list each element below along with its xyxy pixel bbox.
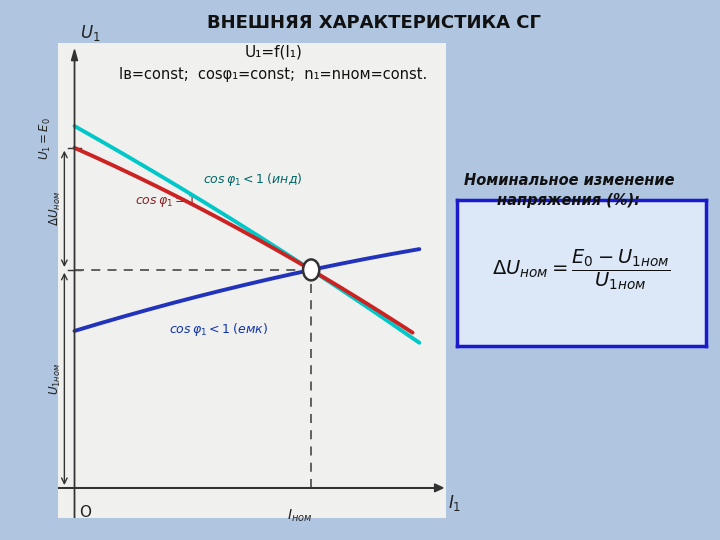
Text: $U_1$: $U_1$: [80, 23, 100, 43]
FancyArrow shape: [58, 484, 443, 492]
Text: $I_{ном}$: $I_{ном}$: [287, 508, 312, 524]
FancyArrow shape: [71, 50, 78, 518]
Text: $cos\,\varphi_1<1\;(емк)$: $cos\,\varphi_1<1\;(емк)$: [169, 321, 269, 339]
Text: ВНЕШНЯЯ ХАРАКТЕРИСТИКА СГ: ВНЕШНЯЯ ХАРАКТЕРИСТИКА СГ: [207, 14, 541, 31]
Text: Номинальное изменение
напряжения (%):: Номинальное изменение напряжения (%):: [464, 173, 674, 207]
Text: $cos\,\varphi_1<1\;(инд)$: $cos\,\varphi_1<1\;(инд)$: [203, 171, 302, 188]
Text: $I_1$: $I_1$: [448, 493, 462, 513]
Text: $\Delta U_{ном} = \dfrac{E_0 - U_{1ном}}{U_{1ном}}$: $\Delta U_{ном} = \dfrac{E_0 - U_{1ном}}…: [492, 247, 670, 292]
Text: Iв=const;  cosφ₁=const;  n₁=nном=const.: Iв=const; cosφ₁=const; n₁=nном=const.: [120, 68, 428, 83]
Text: U₁=f(I₁): U₁=f(I₁): [245, 44, 302, 59]
Text: $U_1=E_0$: $U_1=E_0$: [38, 118, 53, 160]
Circle shape: [303, 259, 319, 280]
Text: O: O: [80, 505, 91, 521]
Text: $\Delta U_{ном}$: $\Delta U_{ном}$: [48, 191, 63, 226]
Text: $U_{1ном}$: $U_{1ном}$: [48, 363, 63, 395]
Text: $cos\,\varphi_1=1$: $cos\,\varphi_1=1$: [135, 193, 197, 210]
